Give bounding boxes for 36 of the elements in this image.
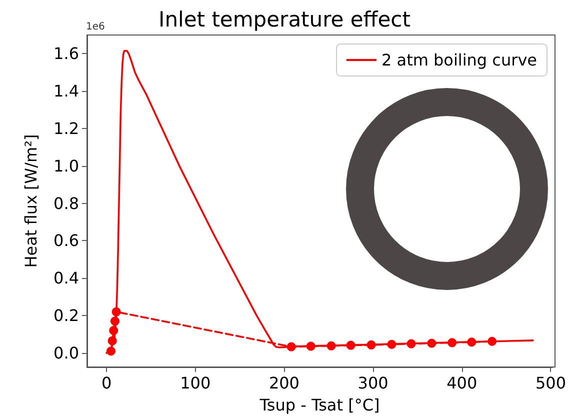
y-tick-label: 1.4: [54, 82, 79, 101]
point: [112, 307, 121, 316]
x-tick-label: 300: [358, 374, 388, 392]
y-tick-label: 1.6: [54, 44, 79, 64]
point: [108, 336, 117, 346]
y-axis-title: Heat flux [W/m²]: [22, 134, 40, 268]
x-tick-label: 0: [101, 374, 112, 392]
point: [406, 339, 416, 348]
point: [387, 340, 396, 349]
y-tick-label: 0.6: [54, 231, 79, 250]
x-tick-label: 100: [180, 374, 211, 392]
point: [286, 342, 296, 352]
x-axis-title: Tsup - Tsat [°C]: [258, 396, 380, 414]
point: [427, 338, 436, 348]
point: [488, 336, 497, 346]
y-tick-label: 0.0: [54, 343, 79, 362]
y-tick-label: 0.4: [54, 268, 79, 288]
point: [106, 346, 116, 356]
y-tick-label: 1.2: [54, 119, 79, 138]
point: [448, 338, 457, 348]
x-tick-label: 200: [268, 374, 300, 392]
point: [467, 338, 476, 347]
point: [326, 341, 336, 350]
point: [306, 342, 316, 351]
y-tick-label: 1.0: [54, 156, 79, 176]
point: [110, 316, 120, 326]
chart-title: Inlet temperature effect: [158, 8, 410, 32]
text: 1e6: [86, 22, 105, 32]
x-tick-label: 400: [446, 374, 478, 392]
point: [109, 326, 118, 336]
point: [346, 340, 356, 350]
legend-label: 2 atm boiling curve: [381, 50, 538, 70]
x-tick-label: 500: [535, 374, 566, 392]
y-tick-label: 0.2: [54, 306, 79, 326]
point: [366, 340, 376, 350]
y-tick-label: 0.8: [54, 194, 79, 213]
